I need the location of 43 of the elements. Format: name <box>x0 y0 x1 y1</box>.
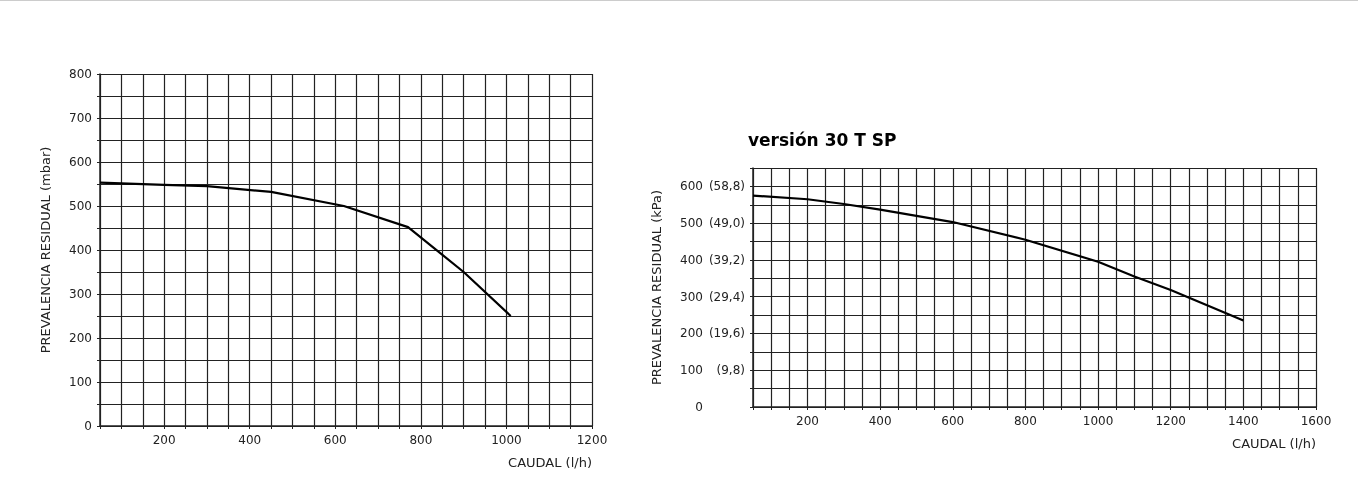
y-tick-label: 300 <box>69 287 92 301</box>
y2-tick-label: (49,0) <box>708 216 745 231</box>
y2-tick-label: (39,2) <box>708 252 745 267</box>
y-tick-label: 0 <box>84 419 92 433</box>
x-tick-label: 400 <box>868 414 892 428</box>
x-tick-label: 400 <box>238 433 262 447</box>
y-tick-label: 500 <box>69 199 92 213</box>
y2-tick-label: (29,4) <box>708 289 745 304</box>
y-tick-label: 600 <box>69 155 92 169</box>
y-axis-title: PREVALENCIA RESIDUAL (kPa) <box>649 189 664 386</box>
x-tick-label: 800 <box>409 433 433 447</box>
y-tick-label: 200 <box>69 331 92 345</box>
x-tick-label: 1400 <box>1228 414 1259 428</box>
y-tick-label: 400 <box>680 252 703 267</box>
y-tick-label: 400 <box>69 243 92 257</box>
y-tick-label: 200 <box>680 326 703 341</box>
y-tick-label: 500 <box>680 216 703 231</box>
y-tick-label: 100 <box>680 363 703 378</box>
y-tick-label: 100 <box>69 375 92 389</box>
x-axis-title: CAUDAL (l/h) <box>1232 436 1316 451</box>
x-tick-label: 200 <box>796 414 819 428</box>
x-tick-label: 1000 <box>491 433 522 447</box>
y-axis-title: PREVALENCIA RESIDUAL (mbar) <box>38 146 53 354</box>
line-series <box>751 194 1245 322</box>
x-tick-label: 600 <box>941 414 965 428</box>
y-tick-label: 800 <box>69 67 92 81</box>
x-axis-title: CAUDAL (l/h) <box>508 455 592 470</box>
x-tick-label: 200 <box>152 433 176 447</box>
y2-tick-label: (9,8) <box>716 363 745 378</box>
chart-title: versión 30 T SP <box>748 129 897 150</box>
y-tick-label: 300 <box>680 289 703 304</box>
y-tick-label: 600 <box>680 179 703 194</box>
x-tick-label: 1200 <box>576 433 608 447</box>
y-tick-label: 0 <box>695 400 703 414</box>
x-tick-label: 800 <box>1013 414 1037 428</box>
x-tick-label: 1600 <box>1300 414 1332 428</box>
x-tick-label: 1000 <box>1082 414 1114 428</box>
x-tick-label: 600 <box>323 433 347 447</box>
y2-tick-label: (58,8) <box>708 179 745 194</box>
y-tick-label: 700 <box>69 111 92 125</box>
x-tick-label: 1200 <box>1155 414 1186 428</box>
line-series <box>98 181 512 318</box>
y2-tick-label: (19,6) <box>708 326 745 341</box>
